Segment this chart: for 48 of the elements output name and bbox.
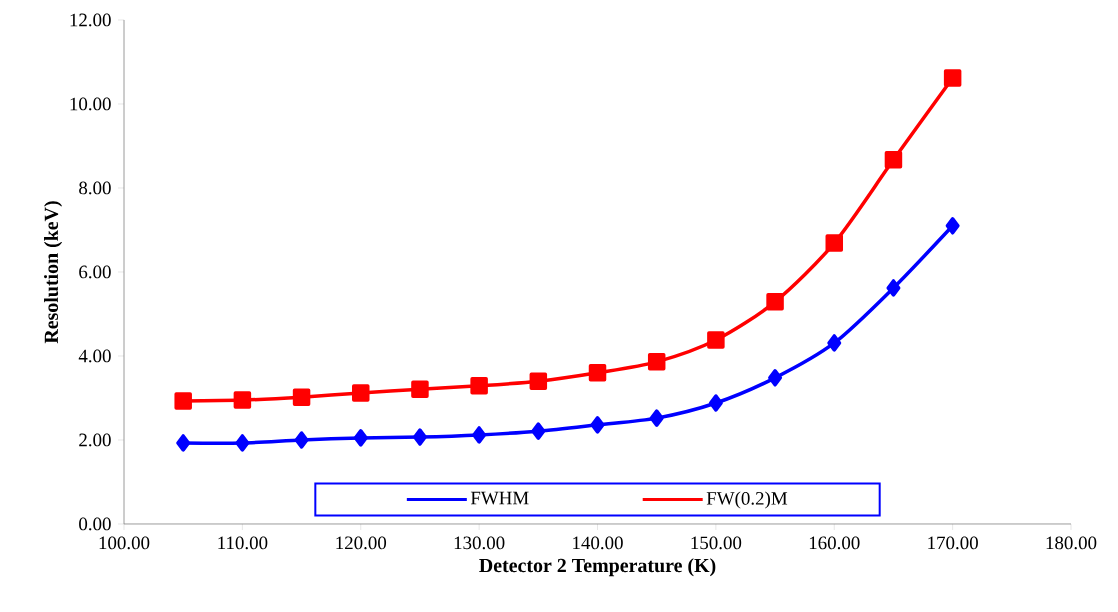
y-tick-label: 2.00 [79, 433, 111, 447]
y-tick-label: 8.00 [79, 181, 111, 195]
x-tick-label: 180.00 [1046, 536, 1097, 550]
point [884, 151, 903, 169]
point [707, 331, 725, 349]
point [649, 409, 664, 427]
point [827, 334, 842, 352]
point [174, 392, 192, 410]
x-tick-label: 110.00 [218, 536, 268, 550]
point [647, 353, 666, 371]
y-tick-label: 6.00 [79, 265, 111, 279]
y-tick-label: 12.00 [70, 13, 111, 27]
y-tick-label: 4.00 [78, 349, 111, 363]
y-tick-label: 10.00 [70, 97, 111, 111]
point [472, 426, 487, 444]
point [766, 293, 784, 311]
point [353, 429, 368, 447]
point [235, 434, 250, 452]
x-tick-label: 160.00 [809, 536, 860, 550]
point [768, 369, 783, 387]
legend-label: FW(0.2)M [706, 491, 788, 509]
x-tick-label: 140.00 [573, 536, 623, 550]
point [233, 391, 252, 409]
x-tick-label: 150.00 [691, 536, 742, 550]
point [411, 380, 429, 398]
y-tick-label: 0.00 [79, 517, 111, 531]
point [945, 217, 960, 235]
x-tick-label: 130.00 [454, 536, 505, 550]
point [470, 377, 488, 395]
legend-label: FWHM [470, 491, 529, 505]
x-tick-label: 120.00 [336, 536, 387, 550]
point [352, 384, 370, 402]
point [590, 416, 605, 434]
point [412, 428, 427, 446]
x-tick-label: 100.00 [99, 536, 150, 550]
point [292, 388, 311, 406]
point [886, 279, 901, 297]
point [708, 394, 723, 412]
point [294, 431, 309, 449]
point [825, 234, 844, 252]
point [943, 69, 962, 87]
y-axis-title: Resolution (keV) [44, 201, 63, 344]
x-axis-title: Detector 2 Temperature (K) [479, 558, 716, 577]
point [176, 434, 191, 452]
point [588, 364, 607, 382]
point [531, 422, 546, 440]
point [529, 372, 548, 390]
x-tick-label: 170.00 [928, 536, 978, 550]
